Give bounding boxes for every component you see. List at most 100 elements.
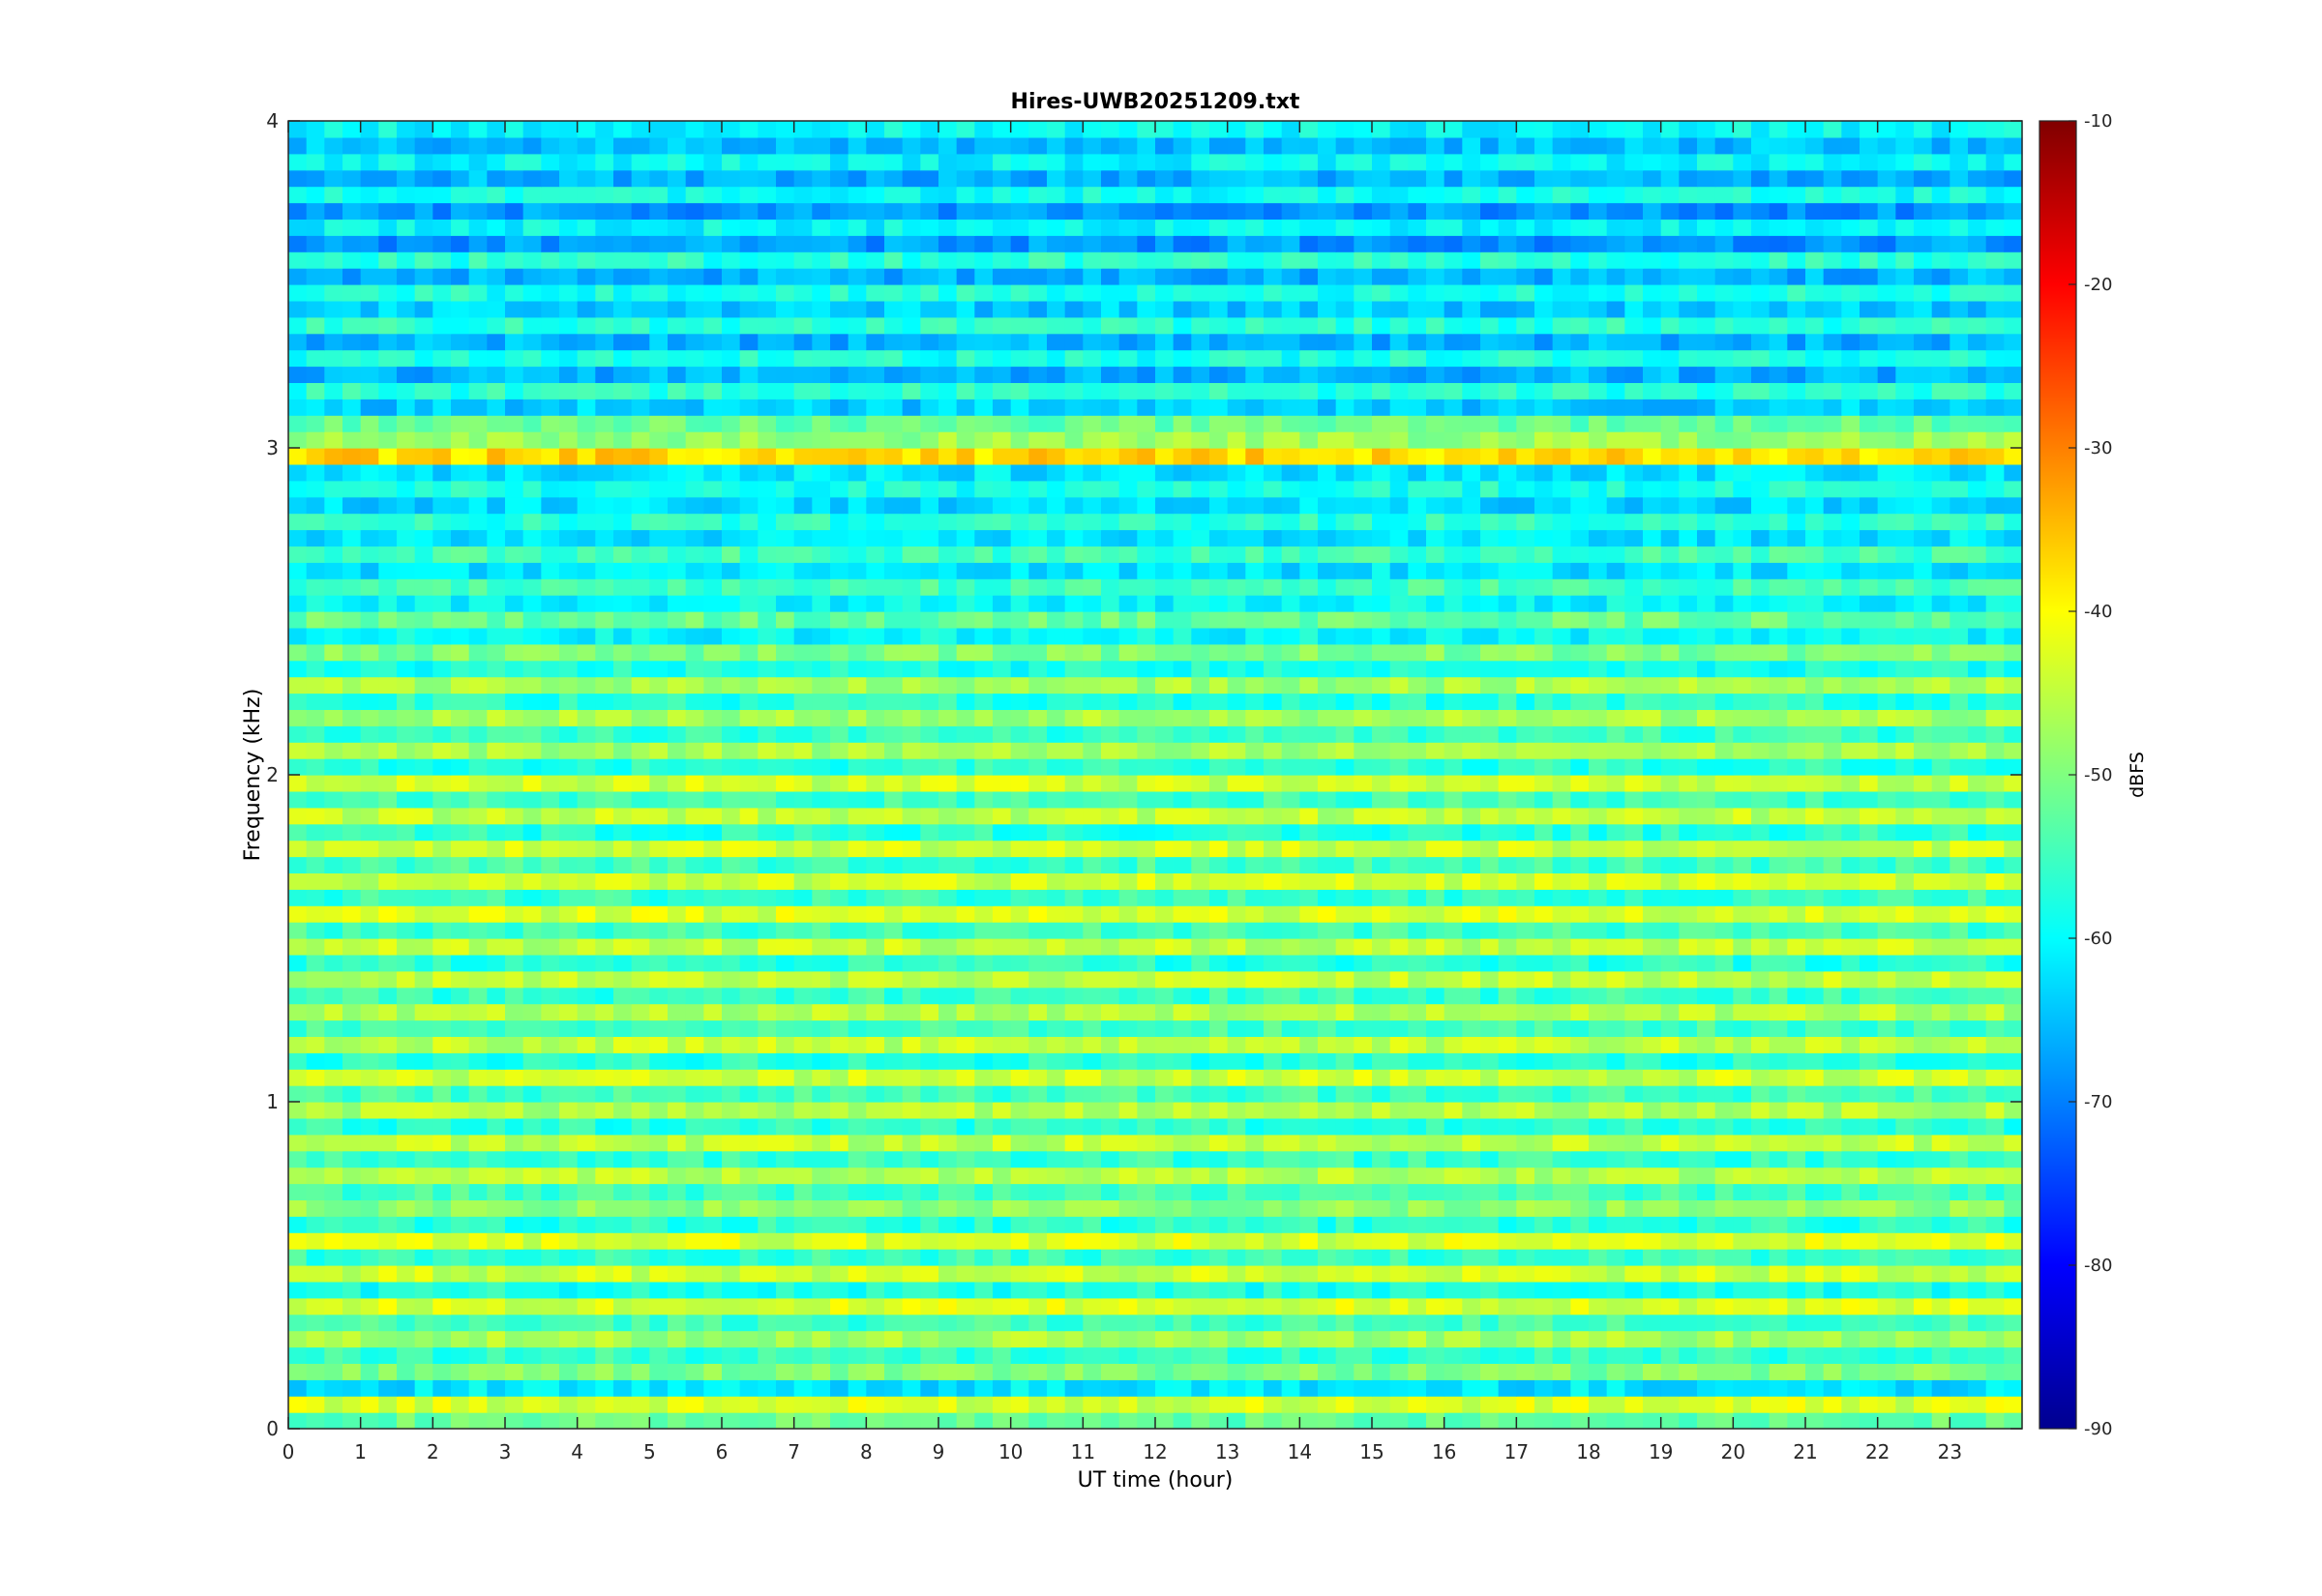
heatmap-cell [1733,889,1752,906]
heatmap-cell [559,1379,579,1397]
heatmap-cell [288,742,308,759]
heatmap-cell [360,938,379,956]
heatmap-cell [1679,807,1698,825]
heatmap-cell [1389,1363,1409,1380]
heatmap-cell [1498,1052,1517,1070]
heatmap-cell [993,1085,1012,1103]
heatmap-cell [1389,578,1409,596]
heatmap-cell [1805,790,1825,809]
heatmap-cell [938,660,958,678]
heatmap-cell [1534,872,1554,890]
heatmap-cell [613,758,633,776]
heatmap-cell [1606,1346,1625,1364]
heatmap-cell [1191,807,1210,825]
heatmap-cell [1968,1216,1987,1233]
heatmap-cell [649,856,669,873]
heatmap-cell [522,1314,542,1332]
heatmap-cell [1589,1052,1608,1070]
heatmap-cell [1462,1167,1481,1185]
heatmap-cell [505,676,524,695]
heatmap-cell [342,954,362,972]
heatmap-cell [1462,1134,1481,1152]
heatmap-cell [1968,1396,1987,1413]
heatmap-cell [1914,970,1933,989]
heatmap-cell [722,1134,741,1152]
heatmap-cell [1589,1281,1608,1299]
heatmap-cell [1643,1167,1662,1185]
heatmap-cell [432,1020,452,1037]
heatmap-cell [884,987,904,1005]
heatmap-cell [577,807,596,825]
heatmap-cell [1083,1069,1102,1086]
heatmap-cell [793,1167,813,1185]
heatmap-cell [1714,938,1734,956]
heatmap-cell [306,709,325,726]
heatmap-cell [649,643,669,662]
heatmap-cell [1589,643,1608,662]
heatmap-cell [1516,922,1535,939]
heatmap-cell [1660,938,1680,956]
heatmap-cell [1318,643,1337,662]
heatmap-cell [1264,725,1283,743]
heatmap-cell [342,1363,362,1380]
heatmap-cell [1823,1265,1842,1283]
heatmap-cell [324,1297,343,1315]
heatmap-cell [1227,1003,1246,1021]
heatmap-cell [1209,611,1229,629]
heatmap-cell [1101,709,1120,726]
heatmap-cell [920,1069,939,1086]
heatmap-cell [487,1232,506,1250]
heatmap-cell [938,872,958,890]
heatmap-cell [993,595,1012,612]
heatmap-cell [685,1297,704,1315]
heatmap-cell [1985,1150,2005,1168]
heatmap-cell [559,1085,579,1103]
heatmap-cell [1408,1265,1427,1283]
heatmap-cell [1264,1412,1283,1430]
heatmap-cell [793,938,813,956]
heatmap-cell [505,725,524,743]
heatmap-cell [1895,693,1915,710]
heatmap-cell [414,676,433,695]
heatmap-cell [1914,1363,1933,1380]
heatmap-cell [776,693,795,710]
heatmap-cell [902,1265,921,1283]
heatmap-cell [902,1363,921,1380]
heatmap-cell [2004,1346,2023,1364]
heatmap-cell [1426,676,1445,695]
heatmap-cell [1354,1199,1373,1217]
heatmap-cell [848,1412,867,1430]
heatmap-cell [668,823,687,842]
heatmap-cell [378,1020,398,1037]
heatmap-cell [722,643,741,662]
heatmap-cell [1299,1150,1319,1168]
heatmap-cell [974,1117,994,1136]
heatmap-cell [1118,1085,1138,1103]
heatmap-cell [1408,1052,1427,1070]
heatmap-cell [1769,775,1788,792]
heatmap-cell [1714,1069,1734,1086]
heatmap-cell [1209,627,1229,645]
heatmap-cell [1570,693,1590,710]
heatmap-cell [1733,840,1752,858]
heatmap-cell [1570,1249,1590,1266]
heatmap-cell [884,627,904,645]
heatmap-cell [1697,1052,1716,1070]
heatmap-cell [1444,1069,1463,1086]
heatmap-cell [1895,643,1915,662]
heatmap-cell [451,1281,470,1299]
heatmap-cell [631,578,650,596]
heatmap-cell [1552,1249,1571,1266]
heatmap-cell [1480,1036,1500,1053]
heatmap-cell [487,1134,506,1152]
heatmap-cell [902,1330,921,1348]
heatmap-cell [306,954,325,972]
heatmap-cell [830,709,849,726]
heatmap-cell [956,1036,975,1053]
heatmap-cell [1985,1167,2005,1185]
heatmap-cell [1877,1199,1896,1217]
heatmap-cell [1299,1281,1319,1299]
heatmap-cell [1064,1052,1084,1070]
heatmap-cell [1426,1052,1445,1070]
heatmap-cell [1264,1020,1283,1037]
